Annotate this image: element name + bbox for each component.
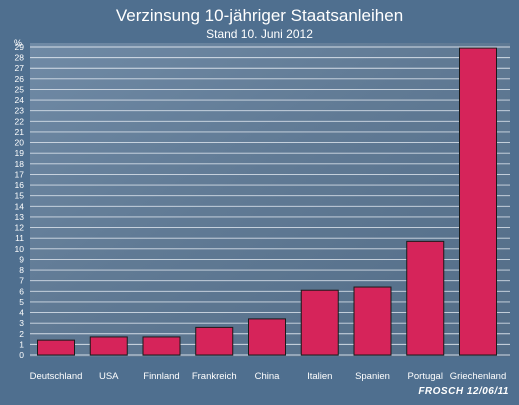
bar-italien	[300, 289, 339, 356]
y-tick-label: 16	[15, 180, 25, 190]
y-tick-label: 24	[15, 95, 25, 105]
x-tick-label: China	[255, 371, 281, 382]
y-tick-label: 17	[15, 169, 25, 179]
y-tick-label: 9	[19, 254, 24, 264]
x-tick-label: Spanien	[355, 371, 390, 382]
y-tick-label: 25	[15, 84, 25, 94]
y-tick-label: 27	[15, 63, 25, 73]
y-tick-label: 15	[15, 191, 25, 201]
y-tick-label: 19	[15, 148, 25, 158]
bar-usa	[89, 336, 128, 356]
y-tick-label: 10	[15, 244, 25, 254]
y-tick-label: 22	[15, 116, 25, 126]
bar-frankreich	[195, 326, 234, 356]
y-tick-label: 5	[19, 297, 24, 307]
y-tick-label: 23	[15, 106, 25, 116]
bar-deutschland	[37, 339, 75, 356]
y-tick-label: 11	[15, 233, 24, 243]
x-tick-label: Finnland	[143, 371, 179, 382]
y-tick-label: 21	[15, 127, 25, 137]
y-tick-label: 3	[19, 318, 24, 328]
y-tick-label: 13	[15, 212, 25, 222]
y-tick-label: 14	[15, 201, 25, 211]
y-tick-label: 8	[19, 265, 24, 275]
y-tick-label: 28	[15, 53, 25, 63]
x-tick-label: Italien	[307, 371, 332, 382]
bar-china	[248, 318, 286, 356]
chart-title: Verzinsung 10-jähriger Staatsanleihen	[115, 6, 404, 25]
y-tick-label: 2	[19, 329, 24, 339]
y-axis-unit-label: %	[14, 38, 22, 48]
bar-griechenland	[459, 47, 497, 356]
y-tick-label: 20	[15, 138, 25, 148]
y-tick-label: 18	[15, 159, 25, 169]
y-tick-label: 4	[19, 308, 24, 318]
x-tick-label: USA	[99, 371, 119, 382]
x-tick-label: Frankreich	[192, 371, 237, 382]
y-tick-label: 0	[19, 350, 24, 360]
artist-signature: FROSCH 12/06/11	[418, 386, 509, 397]
x-tick-label: Portugal	[408, 371, 443, 382]
y-tick-label: 26	[15, 74, 25, 84]
y-tick-label: 7	[19, 276, 24, 286]
bar-finnland	[142, 336, 181, 356]
x-tick-label: Griechenland	[450, 371, 507, 382]
bar-portugal	[406, 240, 445, 356]
y-tick-label: 1	[19, 339, 24, 349]
chart-subtitle: Stand 10. Juni 2012	[206, 27, 313, 41]
y-tick-label: 6	[19, 286, 24, 296]
y-tick-label: 29	[15, 42, 25, 52]
y-tick-label: 12	[15, 223, 25, 233]
bar-spanien	[353, 286, 392, 356]
x-tick-label: Deutschland	[30, 371, 83, 382]
